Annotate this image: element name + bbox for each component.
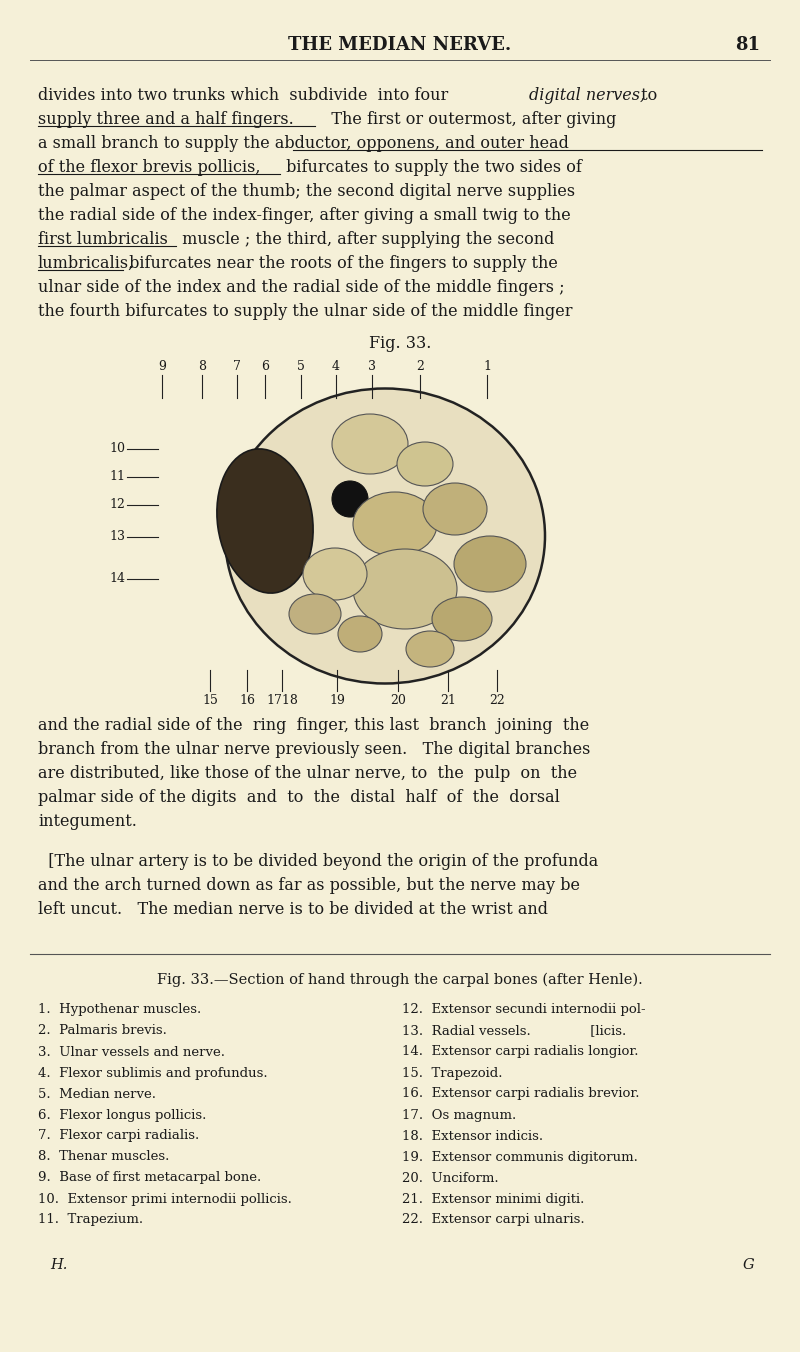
Text: 9: 9 bbox=[158, 360, 166, 373]
Text: The first or outermost, after giving: The first or outermost, after giving bbox=[316, 111, 616, 127]
Text: digital nerves,: digital nerves, bbox=[529, 87, 645, 104]
Text: 17.  Os magnum.: 17. Os magnum. bbox=[402, 1109, 516, 1122]
Text: 12: 12 bbox=[109, 499, 125, 511]
Text: first lumbricalis: first lumbricalis bbox=[38, 230, 168, 247]
Text: 19.  Extensor communis digitorum.: 19. Extensor communis digitorum. bbox=[402, 1151, 638, 1164]
Text: left uncut.   The median nerve is to be divided at the wrist and: left uncut. The median nerve is to be di… bbox=[38, 902, 548, 918]
Text: 3: 3 bbox=[368, 360, 376, 373]
Text: palmar side of the digits  and  to  the  distal  half  of  the  dorsal: palmar side of the digits and to the dis… bbox=[38, 790, 560, 807]
Ellipse shape bbox=[432, 598, 492, 641]
Text: bifurcates near the roots of the fingers to supply the: bifurcates near the roots of the fingers… bbox=[124, 254, 558, 272]
Text: 11: 11 bbox=[109, 470, 125, 484]
Ellipse shape bbox=[217, 449, 313, 594]
Text: 7: 7 bbox=[233, 360, 241, 373]
Text: 6: 6 bbox=[261, 360, 269, 373]
Text: branch from the ulnar nerve previously seen.   The digital branches: branch from the ulnar nerve previously s… bbox=[38, 741, 590, 758]
Text: lumbricalis,: lumbricalis, bbox=[38, 254, 134, 272]
Text: muscle ; the third, after supplying the second: muscle ; the third, after supplying the … bbox=[177, 230, 554, 247]
Text: 4.  Flexor sublimis and profundus.: 4. Flexor sublimis and profundus. bbox=[38, 1067, 268, 1079]
Text: 5: 5 bbox=[297, 360, 305, 373]
Ellipse shape bbox=[225, 388, 545, 684]
Text: 8.  Thenar muscles.: 8. Thenar muscles. bbox=[38, 1151, 170, 1164]
Text: divides into two trunks which  subdivide  into four: divides into two trunks which subdivide … bbox=[38, 87, 454, 104]
Text: G: G bbox=[742, 1257, 754, 1272]
Ellipse shape bbox=[338, 617, 382, 652]
Text: 18.  Extensor indicis.: 18. Extensor indicis. bbox=[402, 1129, 543, 1142]
Ellipse shape bbox=[406, 631, 454, 667]
Text: 4: 4 bbox=[332, 360, 340, 373]
Text: 10: 10 bbox=[109, 442, 125, 456]
Text: 8: 8 bbox=[198, 360, 206, 373]
Text: to: to bbox=[636, 87, 658, 104]
Text: Fig. 33.: Fig. 33. bbox=[369, 334, 431, 352]
Text: the radial side of the index-finger, after giving a small twig to the: the radial side of the index-finger, aft… bbox=[38, 207, 570, 223]
Text: 22: 22 bbox=[489, 694, 505, 707]
Text: 12.  Extensor secundi internodii pol-: 12. Extensor secundi internodii pol- bbox=[402, 1003, 646, 1017]
Text: the palmar aspect of the thumb; the second digital nerve supplies: the palmar aspect of the thumb; the seco… bbox=[38, 183, 575, 200]
Ellipse shape bbox=[353, 549, 457, 629]
Text: 21.  Extensor minimi digiti.: 21. Extensor minimi digiti. bbox=[402, 1192, 584, 1206]
Text: the fourth bifurcates to supply the ulnar side of the middle finger: the fourth bifurcates to supply the ulna… bbox=[38, 303, 573, 319]
Text: supply three and a half fingers.: supply three and a half fingers. bbox=[38, 111, 294, 127]
Ellipse shape bbox=[353, 492, 437, 556]
Text: 14: 14 bbox=[109, 572, 125, 585]
Ellipse shape bbox=[423, 483, 487, 535]
Text: 2.  Palmaris brevis.: 2. Palmaris brevis. bbox=[38, 1025, 167, 1037]
Ellipse shape bbox=[289, 594, 341, 634]
Text: 9.  Base of first metacarpal bone.: 9. Base of first metacarpal bone. bbox=[38, 1171, 262, 1184]
Text: 1: 1 bbox=[483, 360, 491, 373]
Ellipse shape bbox=[332, 414, 408, 475]
Text: ulnar side of the index and the radial side of the middle fingers ;: ulnar side of the index and the radial s… bbox=[38, 279, 565, 296]
Text: 11.  Trapezium.: 11. Trapezium. bbox=[38, 1214, 143, 1226]
Text: 22.  Extensor carpi ulnaris.: 22. Extensor carpi ulnaris. bbox=[402, 1214, 585, 1226]
Text: 6.  Flexor longus pollicis.: 6. Flexor longus pollicis. bbox=[38, 1109, 206, 1122]
Ellipse shape bbox=[454, 535, 526, 592]
Text: of the flexor brevis pollicis,: of the flexor brevis pollicis, bbox=[38, 158, 261, 176]
Text: bifurcates to supply the two sides of: bifurcates to supply the two sides of bbox=[281, 158, 582, 176]
Text: 16: 16 bbox=[239, 694, 255, 707]
Text: 21: 21 bbox=[440, 694, 456, 707]
Text: 15.  Trapezoid.: 15. Trapezoid. bbox=[402, 1067, 502, 1079]
Text: 81: 81 bbox=[735, 37, 761, 54]
Text: a small branch to supply the abductor, opponens, and outer head: a small branch to supply the abductor, o… bbox=[38, 134, 569, 151]
Ellipse shape bbox=[332, 481, 368, 516]
Text: are distributed, like those of the ulnar nerve, to  the  pulp  on  the: are distributed, like those of the ulnar… bbox=[38, 765, 577, 783]
Text: H.: H. bbox=[50, 1257, 67, 1272]
Text: and the arch turned down as far as possible, but the nerve may be: and the arch turned down as far as possi… bbox=[38, 877, 580, 895]
Text: [The ulnar artery is to be divided beyond the origin of the profunda: [The ulnar artery is to be divided beyon… bbox=[38, 853, 598, 871]
Text: 1.  Hypothenar muscles.: 1. Hypothenar muscles. bbox=[38, 1003, 202, 1017]
Text: 20: 20 bbox=[390, 694, 406, 707]
Text: 2: 2 bbox=[416, 360, 424, 373]
Text: THE MEDIAN NERVE.: THE MEDIAN NERVE. bbox=[288, 37, 512, 54]
Text: 14.  Extensor carpi radialis longior.: 14. Extensor carpi radialis longior. bbox=[402, 1045, 638, 1059]
Text: 3.  Ulnar vessels and nerve.: 3. Ulnar vessels and nerve. bbox=[38, 1045, 225, 1059]
Ellipse shape bbox=[397, 442, 453, 485]
Text: integument.: integument. bbox=[38, 814, 137, 830]
Ellipse shape bbox=[303, 548, 367, 600]
Text: 13.  Radial vessels.              [licis.: 13. Radial vessels. [licis. bbox=[402, 1025, 626, 1037]
Text: Fig. 33.—Section of hand through the carpal bones (after Henle).: Fig. 33.—Section of hand through the car… bbox=[157, 973, 643, 987]
Text: 15: 15 bbox=[202, 694, 218, 707]
Text: 7.  Flexor carpi radialis.: 7. Flexor carpi radialis. bbox=[38, 1129, 199, 1142]
Text: 13: 13 bbox=[109, 530, 125, 544]
Text: 19: 19 bbox=[329, 694, 345, 707]
Text: 10.  Extensor primi internodii pollicis.: 10. Extensor primi internodii pollicis. bbox=[38, 1192, 292, 1206]
Text: 20.  Unciform.: 20. Unciform. bbox=[402, 1171, 498, 1184]
Text: 1718: 1718 bbox=[266, 694, 298, 707]
Text: and the radial side of the  ring  finger, this last  branch  joining  the: and the radial side of the ring finger, … bbox=[38, 718, 590, 734]
Text: 5.  Median nerve.: 5. Median nerve. bbox=[38, 1087, 156, 1101]
Text: 16.  Extensor carpi radialis brevior.: 16. Extensor carpi radialis brevior. bbox=[402, 1087, 639, 1101]
